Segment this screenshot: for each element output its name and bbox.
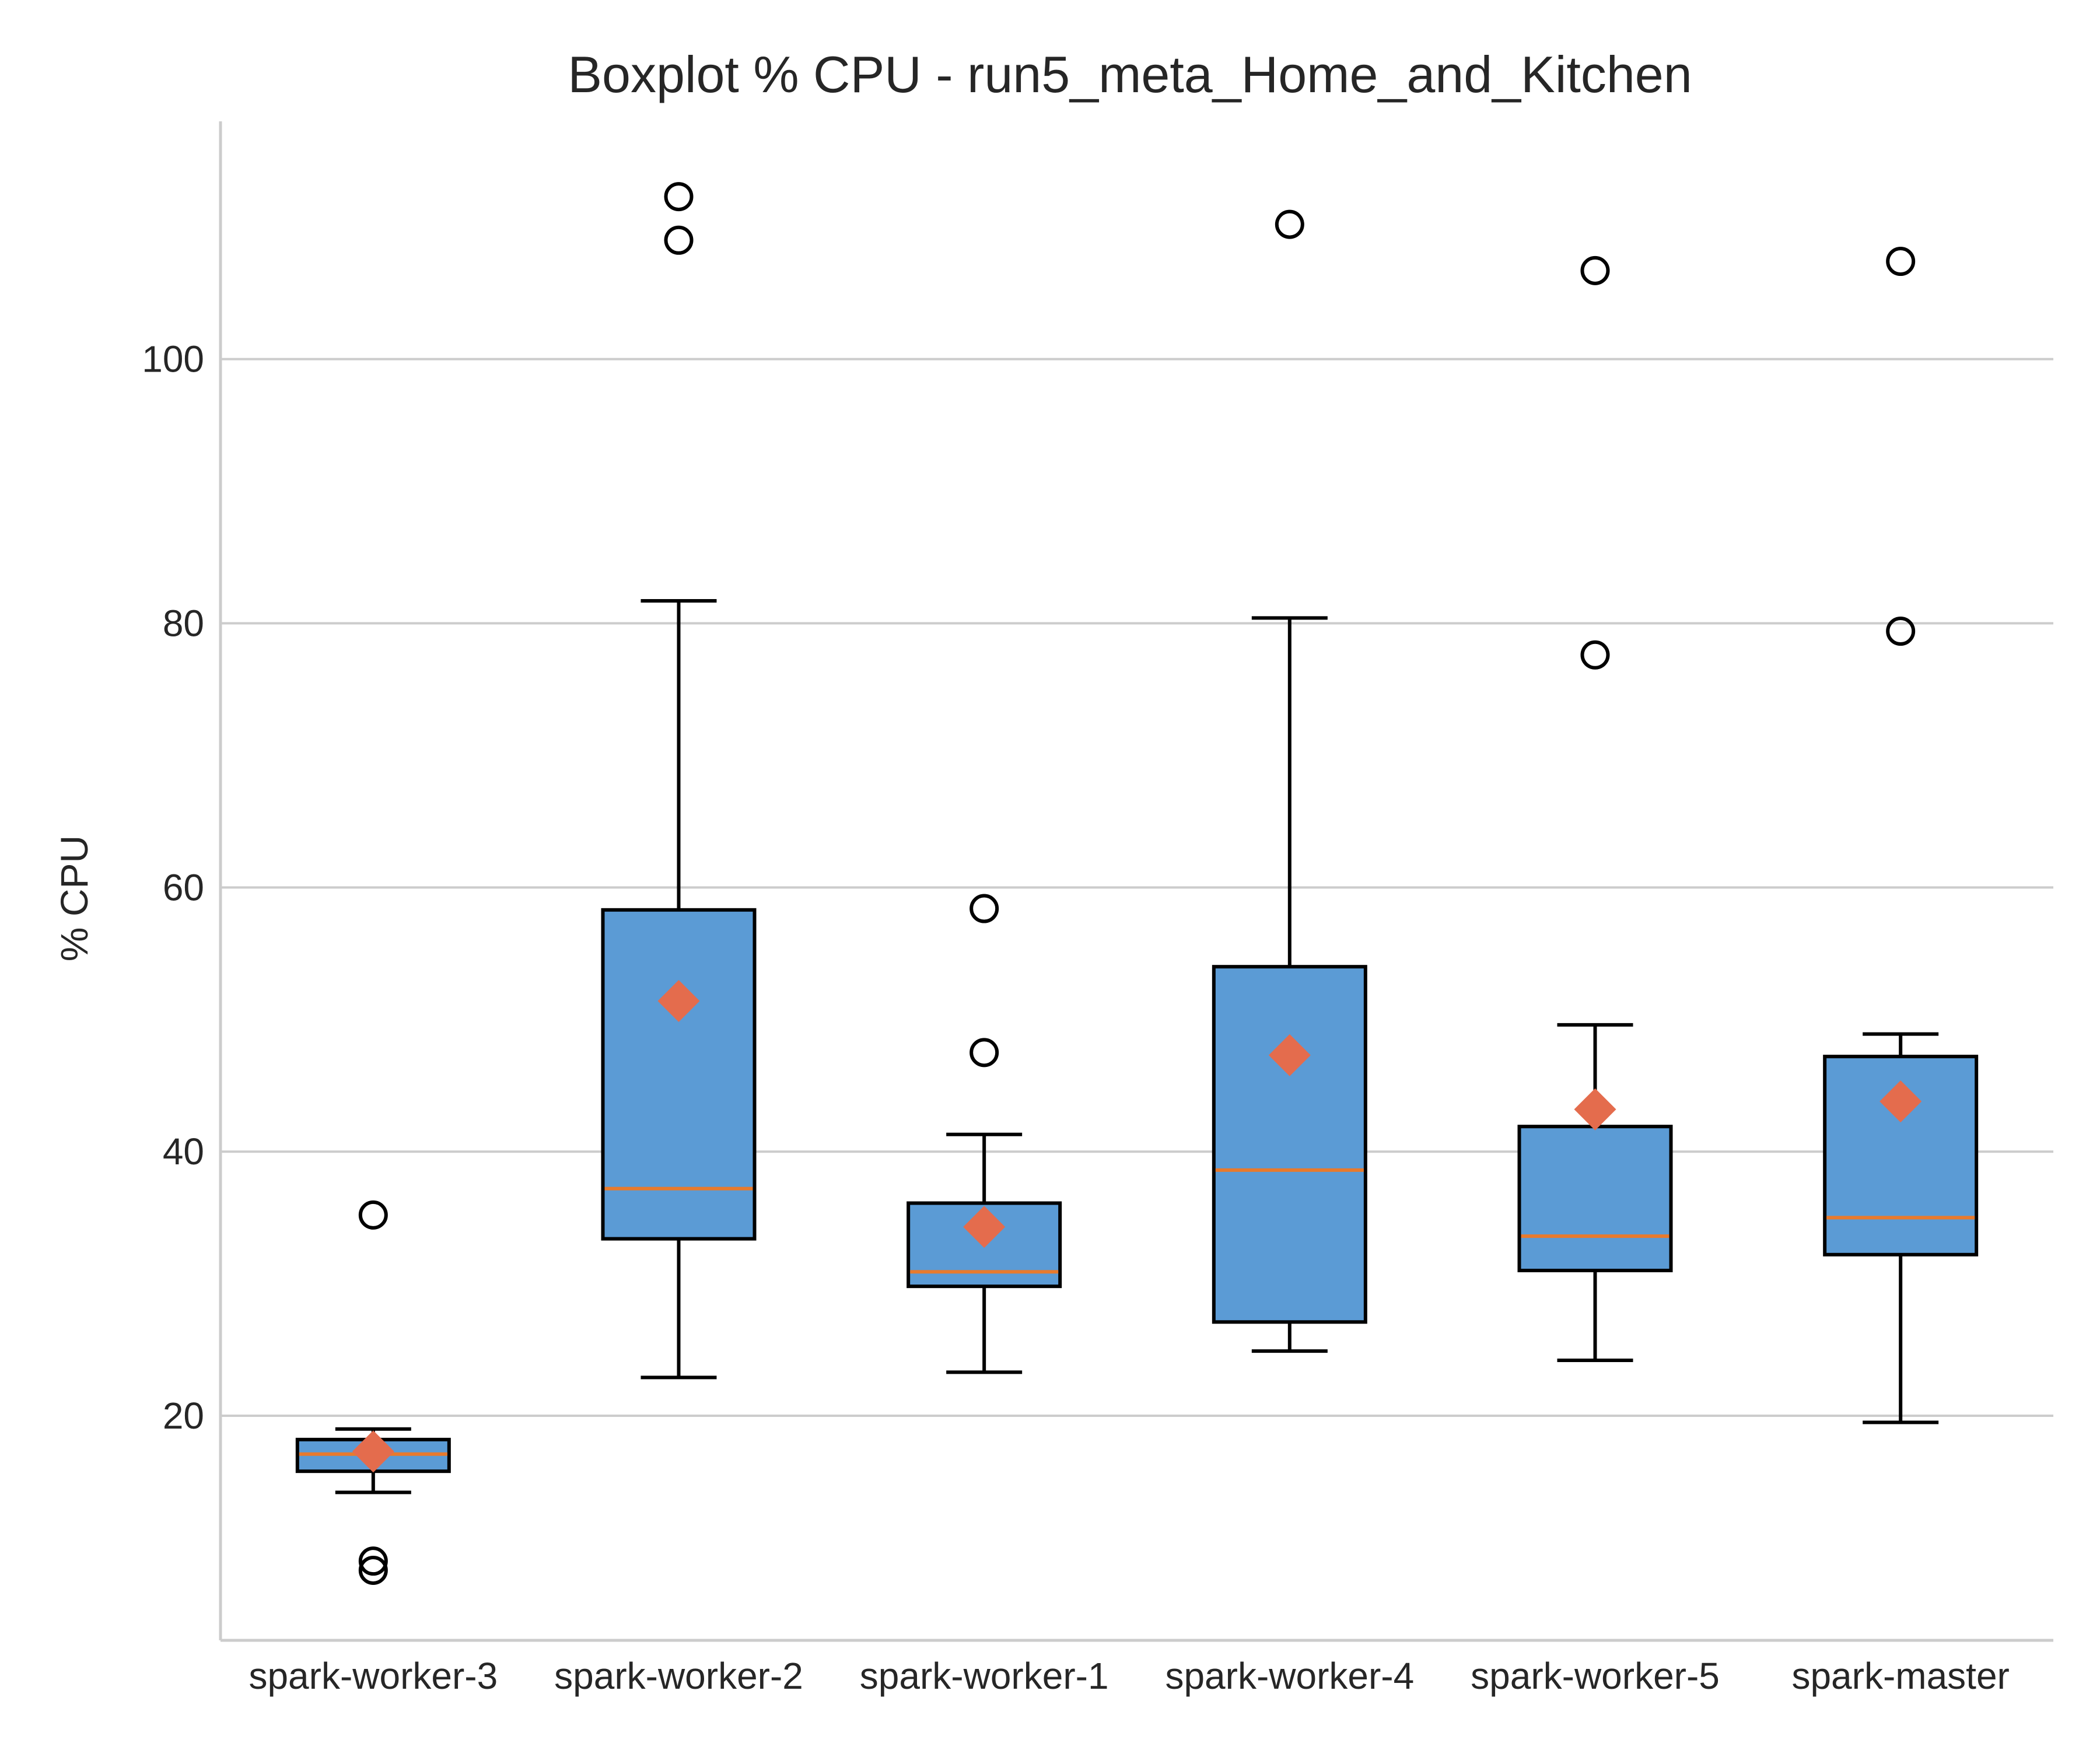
x-tick-labels: spark-worker-3 spark-worker-2 spark-worker… — [249, 1655, 2009, 1697]
outlier-point — [1886, 247, 1916, 276]
y-tick-label: 100 — [142, 338, 204, 380]
outlier-point — [970, 1038, 999, 1068]
outlier-point — [1580, 640, 1610, 670]
mean-marker — [1880, 1080, 1922, 1123]
x-tick-label: spark-worker-1 — [860, 1655, 1109, 1697]
box-group — [1823, 247, 1979, 1424]
y-tick-label: 40 — [163, 1130, 204, 1172]
x-tick-label: spark-worker-5 — [1471, 1655, 1720, 1697]
outlier-point — [1580, 256, 1610, 285]
gridlines — [220, 358, 2053, 1418]
x-tick-label: spark-worker-3 — [249, 1655, 498, 1697]
outlier-point — [1275, 209, 1304, 239]
x-tick-label: spark-worker-2 — [554, 1655, 803, 1697]
iqr-box — [1517, 1125, 1673, 1272]
iqr-box — [1212, 965, 1367, 1324]
y-tick-label: 80 — [163, 602, 204, 644]
y-axis-label: % CPU — [52, 835, 96, 961]
box-group — [1517, 256, 1673, 1362]
x-tick-label: spark-master — [1791, 1655, 2009, 1697]
mean-marker — [963, 1206, 1006, 1248]
y-tick-label: 20 — [163, 1395, 204, 1437]
boxes — [295, 182, 1979, 1585]
box-group — [601, 182, 757, 1380]
outlier-point — [358, 1546, 388, 1576]
outlier-point — [970, 894, 999, 923]
mean-marker — [1268, 1034, 1311, 1076]
x-tick-label: spark-worker-4 — [1165, 1655, 1414, 1697]
box-group — [1212, 209, 1367, 1353]
chart-title: Boxplot % CPU - run5_meta_Home_and_Kitch… — [568, 46, 1692, 103]
outlier-point — [358, 1555, 388, 1585]
y-tick-label: 60 — [163, 866, 204, 908]
iqr-box — [601, 908, 757, 1241]
box-group — [907, 894, 1062, 1374]
box-group — [295, 1200, 451, 1585]
outlier-point — [664, 182, 694, 212]
mean-marker — [657, 980, 700, 1023]
mean-marker — [1574, 1088, 1616, 1130]
mean-marker — [352, 1430, 394, 1473]
outlier-point — [664, 225, 694, 255]
outlier-point — [358, 1200, 388, 1230]
outlier-point — [1886, 617, 1916, 646]
y-tick-labels: 20 40 60 80 100 — [142, 338, 204, 1437]
axes-spines — [219, 121, 2053, 1642]
